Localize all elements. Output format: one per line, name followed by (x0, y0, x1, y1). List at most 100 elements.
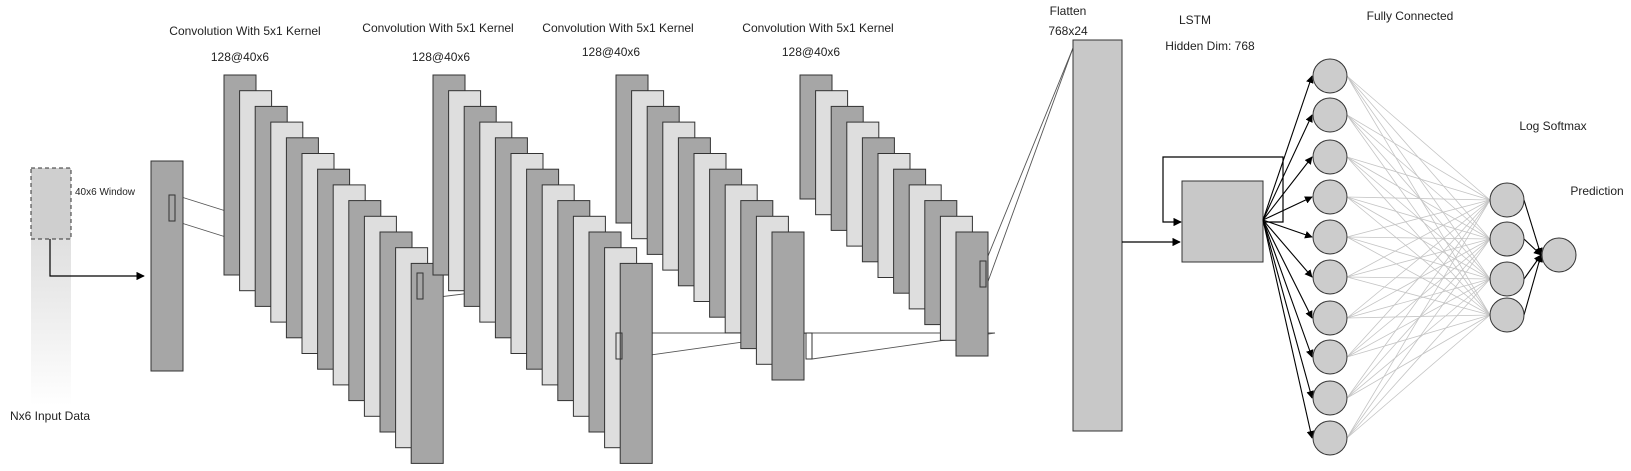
fc-edge (1346, 199, 1491, 439)
conv2-shape: 128@40x6 (411, 50, 471, 64)
softmax-node (1489, 261, 1525, 297)
fc-edge (1346, 238, 1491, 358)
fc-edge (1346, 276, 1491, 316)
lstm-title: LSTM (1178, 13, 1212, 27)
fc-edge (1346, 314, 1491, 399)
fc-edge (1346, 238, 1491, 278)
fc-edge (1346, 114, 1491, 316)
softmax-title: Log Softmax (1519, 119, 1587, 133)
conv-connection-line (985, 47, 1074, 262)
conv-stacks (150, 74, 989, 464)
fc-node (1312, 339, 1348, 375)
fc-edge (1346, 199, 1491, 278)
fc-node (1312, 259, 1348, 295)
conv1-shape: 128@40x6 (210, 50, 270, 64)
conv1-kernel-box (416, 272, 424, 300)
fc-edge (1346, 114, 1491, 280)
conv-input-column (150, 160, 184, 372)
lstm-to-fc-arrow (1262, 196, 1313, 221)
conv2-feature-map (619, 262, 653, 464)
conv3-shape: 128@40x6 (581, 45, 641, 59)
fc-edge (1346, 314, 1491, 439)
conv4-title: Convolution With 5x1 Kernel (742, 21, 894, 35)
fc-node (1312, 58, 1348, 94)
input-window-box (30, 167, 72, 240)
fc-node (1312, 219, 1348, 255)
flatten-layer (1072, 39, 1181, 432)
fc-title: Fully Connected (1366, 9, 1454, 23)
fc-edge (1346, 314, 1491, 358)
conv4-kernel-box (979, 260, 987, 288)
fc-node (1312, 97, 1348, 133)
input-arrow (49, 239, 145, 281)
softmax-node (1489, 297, 1525, 333)
lstm-layer (1162, 156, 1284, 263)
softmax-node (1489, 221, 1525, 257)
prediction-title: Prediction (1570, 184, 1624, 198)
conv2-title: Convolution With 5x1 Kernel (362, 21, 514, 35)
lstm-to-fc-arrow (1262, 219, 1313, 278)
fc-edge (1346, 199, 1491, 319)
fc-node (1312, 300, 1348, 336)
softmax-to-prediction-arrow (1523, 254, 1543, 316)
input-data-label: Nx6 Input Data (9, 409, 91, 423)
conv1-title: Convolution With 5x1 Kernel (169, 24, 321, 38)
lstm-to-fc-arrow (1262, 219, 1314, 358)
lstm-to-fc-arrow (1262, 219, 1313, 239)
fc-edge (1346, 196, 1491, 240)
softmax-to-prediction-arrow (1523, 199, 1543, 256)
conv4-shape: 128@40x6 (781, 45, 841, 59)
input-data-group (30, 167, 145, 406)
flatten-shape: 768x24 (1048, 24, 1088, 38)
lstm-to-fc-arrow (1262, 219, 1314, 399)
fc-edge (1346, 196, 1491, 316)
fc-edge (1346, 236, 1491, 240)
conv4-feature-map (955, 231, 989, 357)
flatten-title: Flatten (1049, 4, 1087, 18)
softmax-to-prediction-arrow (1523, 254, 1542, 280)
fc-edge (1346, 114, 1491, 201)
fc-edge (1346, 75, 1491, 201)
fc-edge (1346, 156, 1491, 316)
conv3-feature-map (771, 231, 805, 381)
conv-input-kernel-box (168, 194, 176, 222)
fc-edge (1346, 199, 1491, 238)
fc-edge (1346, 156, 1491, 201)
fc-edge (1346, 238, 1491, 439)
conv-connection-line (985, 47, 1074, 288)
conv1-feature-map (410, 262, 444, 464)
conv3-title: Convolution With 5x1 Kernel (542, 21, 694, 35)
fc-edge (1346, 236, 1491, 316)
lstm-to-fc-arrow (1262, 75, 1314, 221)
lstm-to-fc-arrow (1262, 219, 1315, 439)
flatten-bar (1072, 39, 1123, 432)
prediction-node (1541, 237, 1577, 273)
fully-connected-layer (1262, 58, 1577, 456)
fc-edge (1346, 199, 1491, 399)
fc-edge (1346, 75, 1491, 316)
fc-node (1312, 139, 1348, 175)
conv-receptive-fields (168, 194, 987, 360)
fc-node (1312, 179, 1348, 215)
softmax-to-prediction-arrow (1523, 238, 1542, 256)
fc-edge (1346, 196, 1491, 201)
conv3-kernel-box (805, 332, 813, 360)
lstm-recurrent-loop (1162, 156, 1284, 227)
fc-edge (1346, 199, 1491, 358)
fc-edge (1346, 278, 1491, 439)
fc-node (1312, 380, 1348, 416)
input-window-label: 40x6 Window (75, 187, 136, 198)
fc-edge (1346, 114, 1491, 240)
lstm-cell (1181, 180, 1264, 263)
lstm-to-fc-arrow (1262, 156, 1313, 221)
fc-node (1312, 420, 1348, 456)
lstm-to-fc-arrow (1262, 219, 1313, 319)
fc-edge (1346, 314, 1491, 319)
lstm-hidden-dim: Hidden Dim: 768 (1165, 39, 1255, 53)
softmax-node (1489, 182, 1525, 218)
fc-edge (1346, 156, 1491, 240)
conv2-kernel-box (615, 332, 623, 360)
lstm-to-fc-arrow (1262, 114, 1313, 221)
